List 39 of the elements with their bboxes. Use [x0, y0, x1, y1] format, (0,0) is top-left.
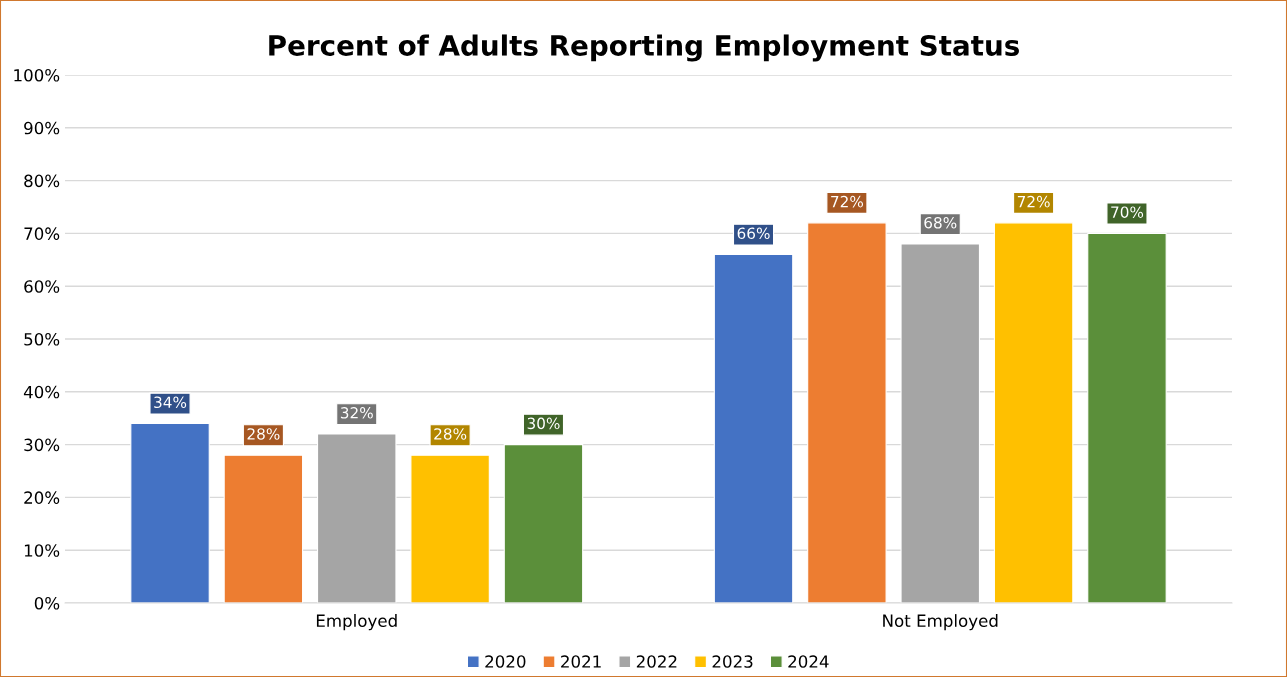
y-tick-label: 60% [24, 280, 60, 293]
bar [410, 454, 490, 603]
legend-label: 2022 [636, 655, 677, 668]
data-label: 28% [434, 428, 467, 440]
chart-title: Percent of Adults Reporting Employment Status [269, 34, 1019, 62]
data-label: 72% [1017, 195, 1050, 208]
legend-label: 2021 [561, 655, 601, 668]
data-label: 34% [154, 396, 187, 409]
bar [1087, 232, 1167, 603]
y-tick-label: 20% [24, 491, 60, 504]
y-tick-label: 30% [24, 438, 60, 452]
bar [130, 422, 210, 603]
bar [993, 222, 1074, 603]
bar [223, 454, 304, 603]
x-tick-label: Employed [316, 614, 397, 631]
data-label: 66% [737, 227, 770, 240]
x-tick-label: Not Employed [883, 614, 998, 631]
data-label: 30% [527, 417, 560, 430]
legend-label: 2020 [485, 655, 526, 668]
bar [713, 253, 794, 603]
y-tick-label: 100% [14, 68, 60, 82]
data-label: 32% [340, 407, 373, 419]
legend-label: 2023 [712, 655, 753, 668]
data-label: 68% [924, 216, 957, 229]
y-tick-label: 0% [34, 596, 60, 610]
bar [900, 243, 981, 603]
y-tick-label: 10% [24, 544, 60, 557]
data-label: 28% [247, 428, 280, 440]
y-tick-label: 90% [24, 121, 60, 135]
y-tick-label: 50% [24, 332, 60, 346]
data-label: 70% [1111, 206, 1144, 218]
y-tick-label: 70% [24, 227, 60, 240]
y-tick-label: 40% [23, 385, 60, 399]
data-label: 72% [831, 195, 864, 208]
bar [503, 444, 584, 603]
bar [316, 433, 397, 603]
legend-label: 2024 [788, 655, 829, 668]
y-tick-label: 80% [24, 174, 60, 188]
bar [807, 222, 887, 603]
